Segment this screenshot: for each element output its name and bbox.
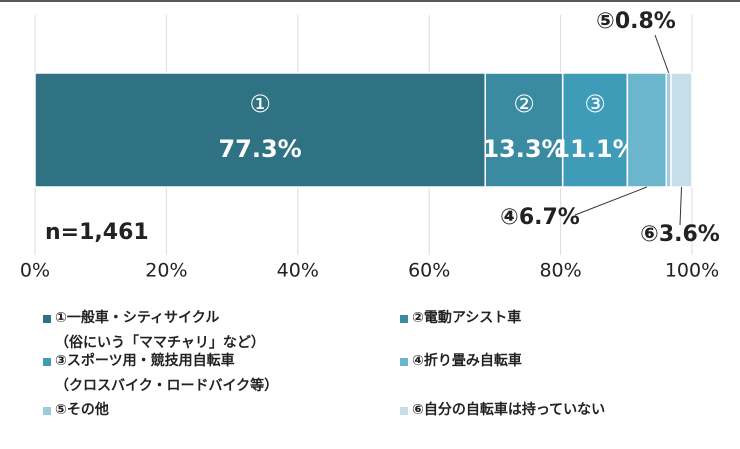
value-label-text: 3.6% [659,222,720,247]
value-label: 11.1% [553,135,636,163]
leader-line [574,186,648,216]
legend-swatch [43,407,51,415]
segment-marker: ⑥ [640,222,659,247]
bar-segment [561,72,629,188]
value-label: 77.3% [218,135,301,163]
leader-line [654,34,670,74]
value-label: ⑥3.6% [640,222,720,247]
legend-swatch [400,358,408,366]
legend-swatch [43,315,51,323]
x-tick-label: 0% [20,260,50,282]
x-tick-label: 40% [277,260,319,282]
legend-label: ④折り畳み自転車 [412,353,522,369]
legend-swatch [400,407,408,415]
legend-label: ⑥自分の自転車は持っていない [412,402,606,418]
leader-line [679,186,683,226]
segment-marker: ② [513,90,535,118]
x-tick-label: 100% [665,260,719,282]
segment-marker: ① [249,90,271,118]
legend-label: ⑤その他 [55,402,109,418]
value-label: ④6.7% [500,205,580,230]
segment-marker: ③ [584,90,606,118]
x-tick-label: 20% [145,260,187,282]
x-tick-label: 80% [539,260,581,282]
segment-marker: ④ [500,205,519,230]
legend-label: ①一般車・シティサイクル （俗にいう「ママチャリ」など） [55,310,265,351]
value-label: ⑤0.8% [596,9,676,34]
segment-marker: ⑤ [596,9,615,34]
value-label: 13.3% [482,135,565,163]
bar-segment [670,72,693,188]
legend-swatch [43,358,51,366]
value-label-text: 0.8% [615,9,676,34]
bar-segment [34,72,486,188]
x-tick-label: 60% [408,260,450,282]
legend-label: ②電動アシスト車 [412,310,522,326]
legend-label: ③スポーツ用・競技用自転車 （クロスバイク・ロードバイク等） [55,353,279,394]
bar-segment [484,72,564,188]
legend-swatch [400,315,408,323]
annotation: n=1,461 [45,220,149,245]
value-label-text: 6.7% [519,205,580,230]
